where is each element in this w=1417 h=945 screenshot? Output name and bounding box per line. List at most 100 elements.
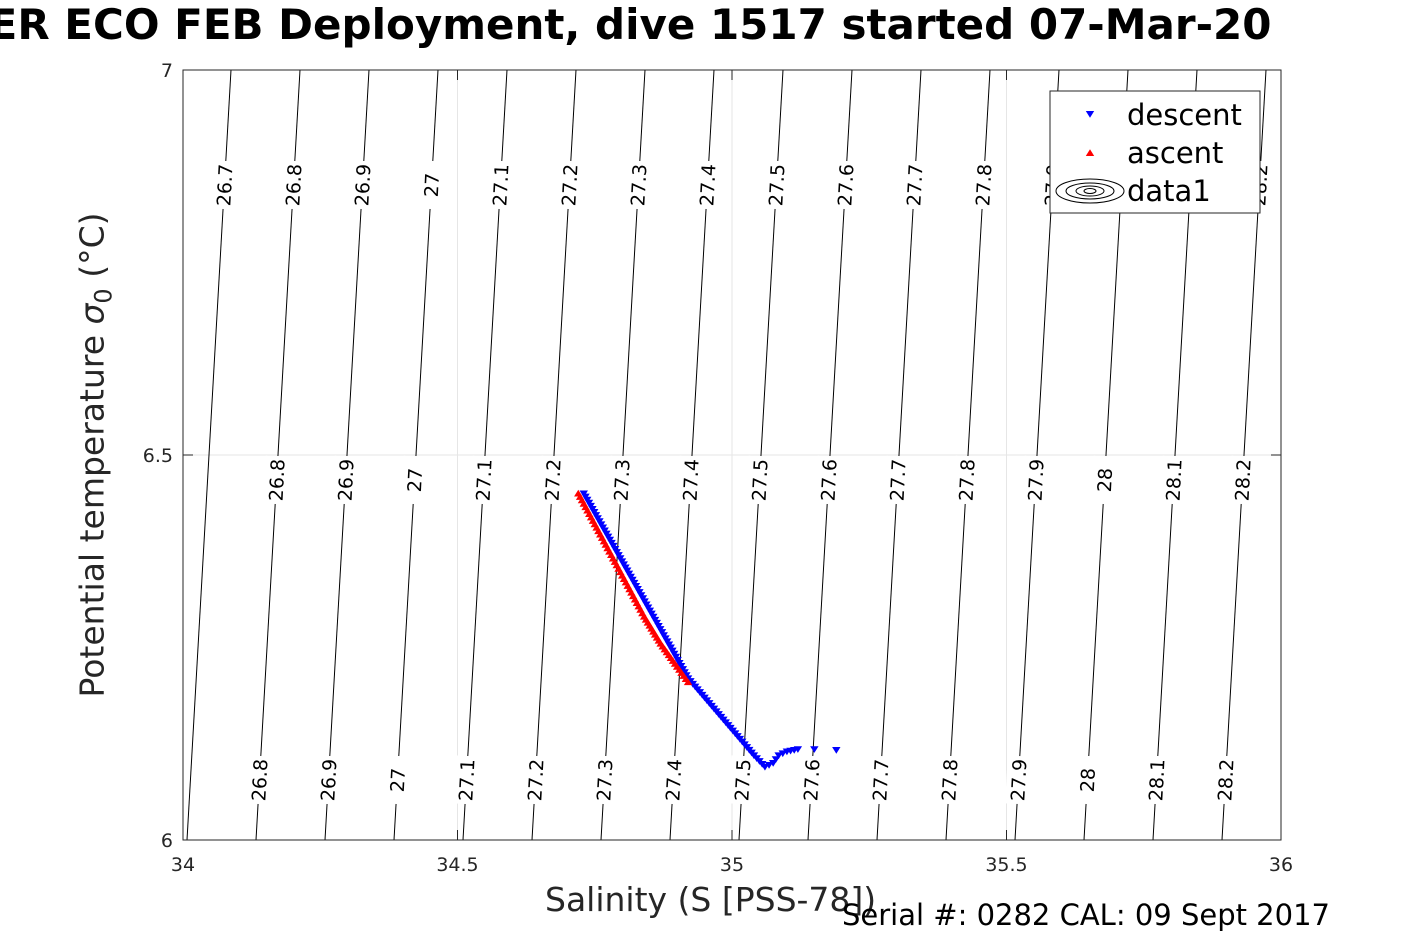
contour-label-bg: [953, 455, 978, 505]
contour-label-bg: [332, 455, 357, 505]
contour-label: 26.9: [332, 455, 359, 505]
contour-label: 27.5: [746, 455, 773, 505]
contour-label-text: 27.7: [903, 163, 927, 206]
contour-label-text: 27.9: [1024, 458, 1048, 501]
contour-label-bg: [1281, 755, 1305, 804]
contour-label-text: 27.2: [558, 163, 582, 206]
descent-point: [774, 752, 783, 760]
contour-label-text: 27.1: [489, 163, 513, 206]
contour-label-bg: [211, 160, 236, 210]
y-tick-label: 6.5: [143, 445, 173, 467]
contour-label-text: 26.8: [265, 458, 289, 501]
contour-label-text: 27.5: [731, 758, 755, 801]
contour-label: 26.8: [246, 755, 273, 805]
x-tick-label: 34: [171, 854, 195, 876]
legend-contour-marker: [1065, 182, 1115, 200]
contour-label-bg: [901, 160, 926, 210]
chart-title: TER ECO FEB Deployment, dive 1517 starte…: [0, 0, 1272, 49]
contour-line: [1360, 70, 1404, 840]
contour-label-bg: [539, 455, 564, 505]
contour-label-text: 27.6: [800, 758, 824, 801]
contour-label: 27.4: [694, 160, 721, 210]
contour-label-bg: [1143, 755, 1168, 805]
contour-label: 27.6: [815, 455, 842, 505]
contour-label: 27.8: [936, 755, 963, 805]
axes: 34 34.5 35 35.5 36 6 6.5 7: [143, 60, 1293, 876]
contour-label-text: 27.4: [696, 163, 720, 206]
contour-label-text: 28.2: [1231, 458, 1255, 501]
contour-label-bg: [487, 160, 512, 210]
contour-label-text: 27.4: [662, 758, 686, 801]
contour-label-bg: [884, 455, 909, 505]
contour-label-text: 27.2: [541, 458, 565, 501]
legend-label: descent: [1127, 98, 1242, 132]
contour-label-text: 26.7: [213, 163, 237, 206]
contour-label-text: 27.1: [472, 458, 496, 501]
contour-label-text: 27.6: [817, 458, 841, 501]
y-tick-label: 6: [161, 830, 173, 852]
series-descent: [579, 490, 841, 771]
contour-label-text: 27.7: [886, 458, 910, 501]
contour-label: 27.2: [556, 160, 583, 210]
contour-label: 27.9: [1022, 455, 1049, 505]
contour-label: 27.1: [453, 755, 480, 805]
descent-point: [832, 746, 841, 754]
contour-label-bg: [625, 160, 650, 210]
contour-label: 27: [401, 455, 427, 505]
legend-descent-marker: [1085, 111, 1095, 118]
contour-label: 28.2: [1212, 755, 1239, 805]
contour-label: 27.2: [522, 755, 549, 805]
contour-label-text: 28.1: [1162, 458, 1186, 501]
contour-label-text: 27.6: [834, 163, 858, 206]
contour-label-text: 27.9: [1007, 758, 1031, 801]
legend-ascent-marker: [1085, 149, 1095, 156]
contour-label-text: 26.9: [351, 163, 375, 206]
contour-label-text: 27.3: [610, 458, 634, 501]
contour-label: 27.4: [677, 455, 704, 505]
contour-label-bg: [729, 755, 754, 805]
contour-label-bg: [556, 160, 581, 210]
series-ascent: [574, 489, 693, 686]
contour-label-bg: [263, 455, 288, 505]
descent-point: [764, 761, 774, 769]
contour-label-bg: [453, 755, 478, 805]
contour-label-text: 27: [387, 767, 410, 792]
contour-label: 28.2: [1229, 455, 1256, 505]
contour-label-bg: [246, 755, 271, 805]
serial-footer: Serial #: 0282 CAL: 09 Sept 2017: [842, 898, 1330, 932]
contour-label: 28: [1074, 755, 1100, 805]
contour-label: 27.1: [487, 160, 514, 210]
contour-label-bg: [832, 160, 857, 210]
contour-line: [0, 70, 24, 840]
contour-label-bg: [677, 455, 702, 505]
contour-label: 27: [418, 160, 444, 210]
descent-point: [778, 750, 787, 758]
x-tick-label: 36: [1269, 854, 1293, 876]
contour-label-text: 28: [1094, 467, 1117, 492]
contour-label-text: 27.8: [955, 458, 979, 501]
contour-label: 28.3: [1281, 755, 1307, 804]
x-axis-label: Salinity (S [PSS-78]): [545, 880, 877, 919]
x-tick-label: 34.5: [436, 854, 478, 876]
contour-label: 26.8: [263, 455, 290, 505]
contour-label: 27: [384, 755, 410, 805]
contour-label-text: 26.9: [334, 458, 358, 501]
contour-label-bg: [1091, 455, 1116, 505]
contour-lines: 26.7 26.8 26.9 27 27.1 27.2 27.3 27.4 27.5 27.6 27…: [0, 70, 1404, 840]
contour-label-bg: [401, 455, 426, 505]
contour-label-text: 27.7: [869, 758, 893, 801]
contour-label-bg: [867, 755, 892, 805]
contour-label-bg: [315, 755, 340, 805]
contour-label: 26.9: [349, 160, 376, 210]
legend-contour-marker: [1083, 188, 1097, 194]
contour-label: 27.8: [970, 160, 997, 210]
contour-label-text: 27.2: [524, 758, 548, 801]
contour-label: 26.9: [315, 755, 342, 805]
contour-label: 27.1: [470, 455, 497, 505]
y-axis-label-unit: (°C): [72, 212, 112, 289]
contour-label-text: 27: [421, 172, 444, 197]
contour-label-bg: [608, 455, 633, 505]
contour-label-bg: [694, 160, 719, 210]
contour-label-bg: [798, 755, 823, 805]
contour-label-text: 27.1: [455, 758, 479, 801]
